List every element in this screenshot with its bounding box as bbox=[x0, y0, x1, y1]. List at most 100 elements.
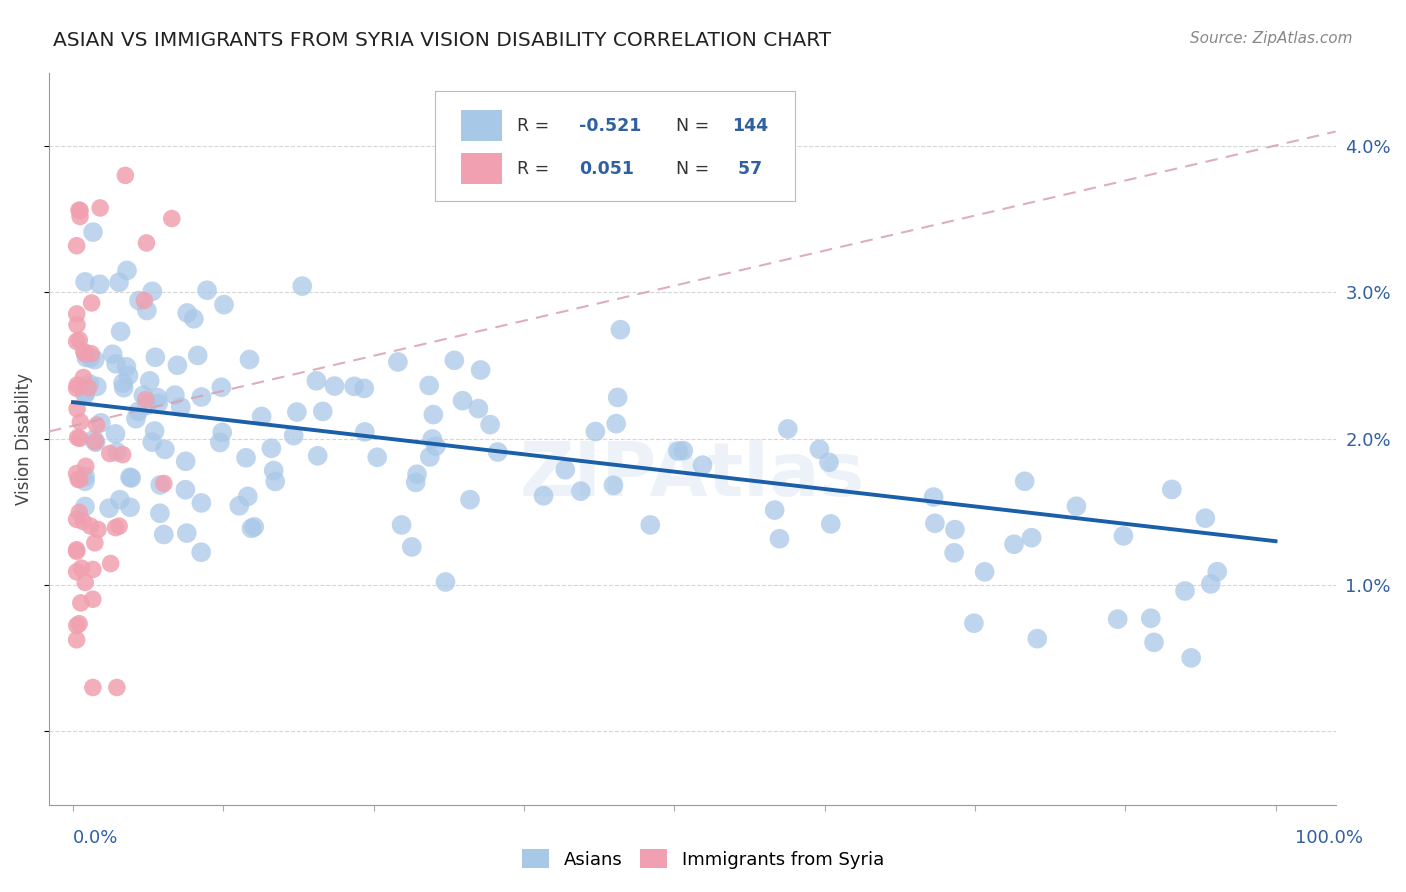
Point bbox=[105, 681, 128, 695]
Point bbox=[422, 408, 444, 422]
Point bbox=[264, 475, 287, 489]
Text: N =: N = bbox=[665, 160, 716, 178]
Point bbox=[89, 277, 111, 292]
Point bbox=[776, 422, 799, 436]
Point bbox=[87, 523, 110, 537]
Point bbox=[391, 518, 413, 533]
Legend: Asians, Immigrants from Syria: Asians, Immigrants from Syria bbox=[515, 842, 891, 876]
Point bbox=[67, 616, 90, 631]
Point bbox=[1206, 565, 1229, 579]
Point bbox=[79, 519, 101, 533]
Point bbox=[922, 490, 945, 504]
Point bbox=[66, 334, 89, 349]
Point bbox=[943, 546, 966, 560]
Point bbox=[174, 454, 197, 468]
Point bbox=[82, 592, 104, 607]
Point bbox=[138, 374, 160, 388]
Point bbox=[112, 381, 135, 395]
Point bbox=[190, 496, 212, 510]
Point bbox=[366, 450, 388, 465]
Point bbox=[240, 521, 263, 535]
Point bbox=[1026, 632, 1049, 646]
Point bbox=[235, 450, 257, 465]
Point bbox=[153, 476, 176, 491]
Point bbox=[141, 435, 163, 450]
Point bbox=[190, 390, 212, 404]
Point bbox=[111, 448, 134, 462]
Point bbox=[118, 470, 141, 484]
Text: 0.0%: 0.0% bbox=[73, 829, 118, 847]
Point bbox=[195, 283, 218, 297]
Point bbox=[120, 500, 142, 515]
Point bbox=[108, 519, 131, 533]
Text: ZIPAtlas: ZIPAtlas bbox=[520, 439, 865, 512]
Point bbox=[108, 492, 131, 507]
Point bbox=[66, 401, 89, 416]
Point bbox=[434, 574, 457, 589]
Point bbox=[305, 374, 328, 388]
Point bbox=[640, 517, 662, 532]
Point bbox=[149, 478, 172, 492]
Text: R =: R = bbox=[517, 160, 555, 178]
Point bbox=[73, 387, 96, 401]
Point bbox=[73, 469, 96, 483]
Point bbox=[170, 400, 193, 414]
Point bbox=[90, 416, 112, 430]
Point bbox=[66, 378, 89, 392]
Point bbox=[117, 368, 139, 383]
Text: 144: 144 bbox=[733, 117, 768, 135]
Point bbox=[84, 434, 107, 449]
Point bbox=[353, 381, 375, 395]
Point bbox=[486, 445, 509, 459]
Point bbox=[104, 521, 127, 535]
Point bbox=[973, 565, 995, 579]
Point bbox=[84, 435, 107, 450]
Point bbox=[283, 428, 305, 442]
Point bbox=[419, 450, 441, 464]
Point bbox=[66, 542, 89, 557]
Point bbox=[672, 443, 695, 458]
Text: ASIAN VS IMMIGRANTS FROM SYRIA VISION DISABILITY CORRELATION CHART: ASIAN VS IMMIGRANTS FROM SYRIA VISION DI… bbox=[53, 31, 831, 50]
Point bbox=[1180, 651, 1202, 665]
Point bbox=[80, 296, 103, 310]
Point bbox=[115, 263, 138, 277]
Point bbox=[1107, 612, 1129, 626]
Point bbox=[458, 492, 481, 507]
Point bbox=[111, 376, 134, 390]
Point bbox=[666, 444, 689, 458]
Point bbox=[353, 425, 375, 439]
Point bbox=[86, 379, 108, 393]
Point bbox=[209, 380, 232, 394]
Point bbox=[212, 298, 235, 312]
Text: 100.0%: 100.0% bbox=[1295, 829, 1362, 847]
Text: 0.051: 0.051 bbox=[579, 160, 634, 178]
Point bbox=[583, 425, 606, 439]
Point bbox=[243, 520, 266, 534]
Point bbox=[66, 565, 89, 579]
Point bbox=[66, 318, 89, 332]
Point bbox=[86, 418, 108, 433]
Point bbox=[83, 536, 105, 550]
Point bbox=[443, 353, 465, 368]
Point bbox=[146, 391, 169, 405]
Point bbox=[425, 439, 447, 453]
Point bbox=[943, 523, 966, 537]
Point bbox=[143, 424, 166, 438]
Point bbox=[135, 303, 157, 318]
Point bbox=[1066, 500, 1088, 514]
Point bbox=[73, 385, 96, 400]
Point bbox=[263, 464, 285, 478]
Point bbox=[387, 355, 409, 369]
Point bbox=[82, 681, 104, 695]
Point bbox=[1194, 511, 1216, 525]
Point bbox=[152, 527, 174, 541]
Point bbox=[101, 347, 124, 361]
Point bbox=[79, 351, 101, 365]
Point bbox=[69, 431, 91, 445]
Point bbox=[163, 388, 186, 402]
Point bbox=[609, 323, 631, 337]
Point bbox=[605, 417, 627, 431]
Point bbox=[82, 225, 104, 239]
Point bbox=[153, 442, 176, 457]
Point bbox=[66, 238, 89, 252]
